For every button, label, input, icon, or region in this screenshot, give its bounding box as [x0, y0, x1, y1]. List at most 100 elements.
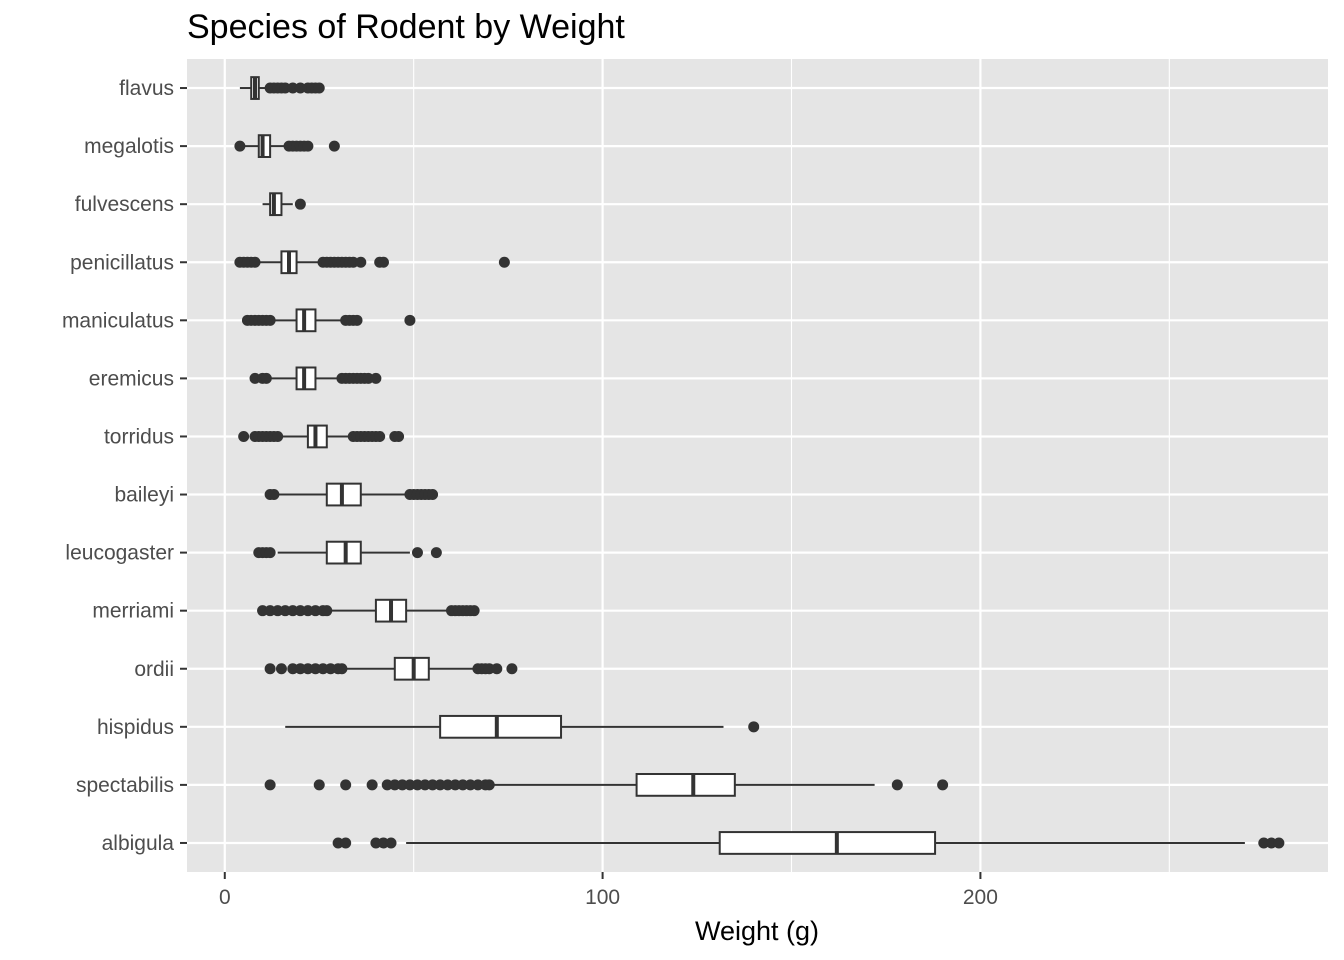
x-axis: 0 100 200 — [219, 872, 998, 909]
box-albigula — [332, 831, 1285, 855]
box-iqr — [439, 714, 563, 739]
outlier-point — [396, 779, 408, 791]
x-axis-title: Weight (g) — [695, 916, 819, 946]
outlier-point — [427, 779, 439, 791]
outlier-point — [419, 779, 431, 791]
outlier-point — [393, 430, 405, 442]
outlier-point — [287, 605, 299, 617]
y-tick-label: ordii — [134, 658, 174, 681]
outlier-point — [294, 198, 306, 210]
outlier-point — [309, 663, 321, 675]
outlier-point — [430, 547, 442, 559]
box-ordii — [264, 656, 518, 681]
outlier-point — [389, 779, 401, 791]
outlier-point — [748, 721, 760, 733]
y-tick-label: albigula — [102, 832, 175, 855]
outlier-point — [249, 372, 261, 384]
outlier-point — [347, 256, 359, 268]
outlier-point — [309, 605, 321, 617]
outlier-point — [404, 314, 416, 326]
y-tick-label: leucogaster — [65, 542, 174, 565]
outlier-point — [498, 256, 510, 268]
outlier-point — [264, 663, 276, 675]
outlier-point — [411, 779, 423, 791]
y-tick-label: flavus — [119, 77, 174, 100]
outlier-point — [434, 779, 446, 791]
outlier-point — [370, 837, 382, 849]
outlier-point — [294, 605, 306, 617]
outlier-point — [483, 663, 495, 675]
outlier-point — [272, 605, 284, 617]
box-iqr — [635, 773, 736, 797]
outlier-point — [238, 430, 250, 442]
outlier-point — [234, 140, 246, 152]
outlier-point — [891, 779, 903, 791]
outlier-point — [302, 663, 314, 675]
outlier-point — [483, 779, 495, 791]
outlier-point — [374, 430, 386, 442]
y-tick-label: spectabilis — [76, 774, 174, 797]
box-eremicus — [249, 366, 382, 391]
outlier-point — [332, 837, 344, 849]
y-tick-label: merriami — [92, 600, 174, 623]
y-tick-label: eremicus — [89, 367, 174, 390]
box-flavus — [239, 76, 325, 100]
outlier-point — [464, 779, 476, 791]
outlier-point — [325, 663, 337, 675]
outlier-point — [313, 82, 325, 94]
outlier-point — [355, 256, 367, 268]
outlier-point — [491, 663, 503, 675]
outlier-point — [268, 489, 280, 501]
outlier-point — [336, 663, 348, 675]
outlier-point — [457, 779, 469, 791]
x-tick-label: 200 — [963, 886, 998, 909]
outlier-point — [249, 256, 261, 268]
outlier-point — [351, 314, 363, 326]
y-tick-label: fulvescens — [75, 193, 174, 216]
outlier-point — [385, 837, 397, 849]
boxes — [234, 76, 1285, 855]
y-tick-label: hispidus — [97, 716, 174, 739]
outlier-point — [404, 779, 416, 791]
outlier-point — [1258, 837, 1270, 849]
box-maniculatus — [241, 308, 416, 333]
box-megalotis — [234, 134, 340, 158]
outlier-point — [264, 547, 276, 559]
outlier-point — [377, 256, 389, 268]
plot-panel — [187, 59, 1328, 872]
y-tick-label: torridus — [104, 425, 174, 448]
y-tick-label: megalotis — [84, 135, 174, 158]
outlier-point — [272, 430, 284, 442]
outlier-point — [257, 605, 269, 617]
outlier-point — [302, 605, 314, 617]
outlier-point — [366, 779, 378, 791]
outlier-point — [287, 82, 299, 94]
outlier-point — [340, 779, 352, 791]
outlier-point — [381, 779, 393, 791]
y-tick-label: penicillatus — [70, 251, 174, 274]
outlier-point — [442, 779, 454, 791]
outlier-point — [427, 489, 439, 501]
outlier-point — [294, 663, 306, 675]
outlier-point — [302, 140, 314, 152]
outlier-point — [287, 663, 299, 675]
outlier-point — [279, 82, 291, 94]
outlier-point — [294, 82, 306, 94]
chart-title: Species of Rodent by Weight — [187, 8, 625, 46]
outlier-point — [468, 605, 480, 617]
x-tick-label: 0 — [219, 886, 231, 909]
outlier-point — [260, 372, 272, 384]
box-iqr — [718, 831, 937, 855]
outlier-point — [264, 779, 276, 791]
outlier-point — [370, 372, 382, 384]
box-penicillatus — [234, 250, 510, 275]
outlier-point — [411, 547, 423, 559]
outlier-point — [264, 314, 276, 326]
box-merriami — [257, 598, 480, 623]
box-leucogaster — [253, 540, 442, 565]
box-torridus — [238, 424, 405, 449]
outlier-point — [1265, 837, 1277, 849]
outlier-point — [937, 779, 949, 791]
box-baileyi — [264, 482, 439, 507]
box-hispidus — [285, 714, 760, 739]
